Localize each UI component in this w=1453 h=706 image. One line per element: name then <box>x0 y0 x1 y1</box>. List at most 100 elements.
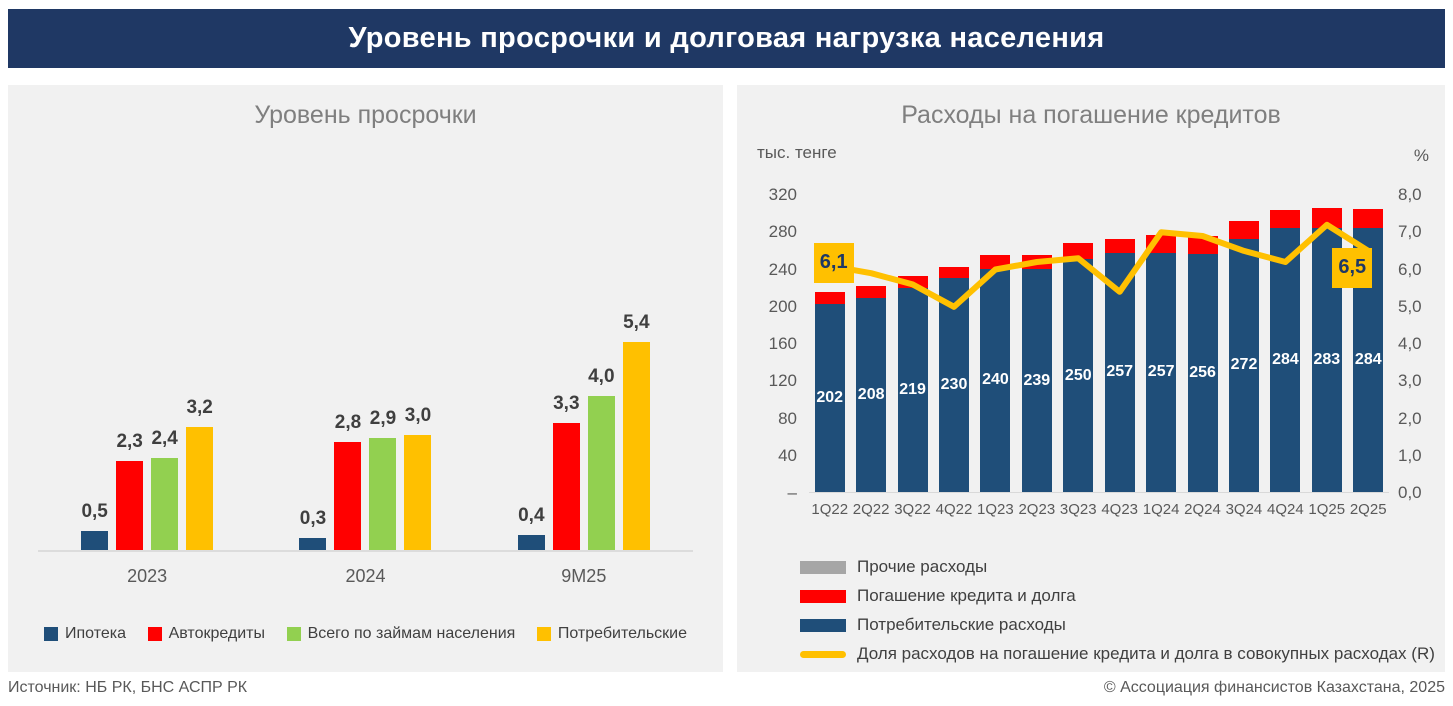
bar-value-label: 2,8 <box>334 412 362 434</box>
share-line <box>826 221 1372 310</box>
bar-Ипотека-2023: 0,5 <box>81 501 109 550</box>
stacked-bar-4Q23: 257 <box>1104 238 1135 492</box>
legend-item-Потребительские: Потребительские <box>536 625 687 643</box>
legend-swatch <box>147 627 162 641</box>
legend-label: Доля расходов на погашение кредита и дол… <box>857 644 1435 663</box>
legend-label: Всего по займам населения <box>307 625 516 642</box>
x-tick-label: 9М25 <box>561 566 607 586</box>
legend-swatch <box>800 618 846 632</box>
left-axis-tick: 200 <box>768 296 797 316</box>
bar-Потребительские-2024: 3,0 <box>404 405 432 550</box>
segment-consumer <box>897 288 928 492</box>
x-tick-label: 1Q23 <box>977 501 1014 518</box>
x-tick-label: 2Q23 <box>1018 501 1056 518</box>
bar-Автокредиты-2024: 2,8 <box>334 412 362 550</box>
left-axis-tick: 160 <box>768 334 797 353</box>
right-axis-tick: 8,0 <box>1398 185 1422 204</box>
stacked-bar-3Q22: 219 <box>897 275 928 492</box>
stacked-bar-2Q24: 256 <box>1187 235 1218 492</box>
legend-item: Потребительские расходы <box>800 615 1435 635</box>
page-title: Уровень просрочки и долговая нагрузка на… <box>348 22 1105 54</box>
bar-value-label: 5,4 <box>623 312 650 334</box>
source-note: Источник: НБ РК, БНС АСПР РК <box>8 679 248 696</box>
delinquency-chart-plot: 0,5 2,3 2,4 3,2 0,3 2,8 2,9 3,0 0,4 3,3 4,0 5,4 <box>38 312 693 552</box>
legend-label: Прочие расходы <box>857 557 988 576</box>
legend-item-Автокредиты: Автокредиты <box>147 625 266 643</box>
bar-Всего по займам населения-9М25: 4,0 <box>587 366 615 550</box>
bar-Всего по займам населения-2023: 2,4 <box>151 428 179 550</box>
bar-Ипотека-2024: 0,3 <box>299 508 327 550</box>
bar-value-label: 0,4 <box>518 504 545 526</box>
x-tick-label: 4Q23 <box>1101 501 1139 518</box>
stacked-bar-2Q22: 208 <box>856 286 887 492</box>
page-header: Уровень просрочки и долговая нагрузка на… <box>8 9 1445 68</box>
bar-value-label: 2,3 <box>116 431 143 453</box>
bar-value-label: 257 <box>1106 363 1134 381</box>
x-tick-label: 2Q24 <box>1184 501 1221 518</box>
bar-Потребительские-9М25: 5,4 <box>622 312 650 550</box>
repayment-panel: Расходы на погашение кредитов тыс. тенге… <box>737 85 1445 672</box>
right-axis-tick: 7,0 <box>1398 222 1422 242</box>
legend-swatch <box>286 627 301 641</box>
bar-value-label: 230 <box>940 375 968 393</box>
legend-item: Погашение кредита и долга <box>800 586 1435 606</box>
right-axis-tick: 4,0 <box>1398 334 1422 353</box>
right-axis-unit-label: % <box>1413 146 1429 165</box>
right-axis-tick: 6,0 <box>1398 259 1422 279</box>
legend-label: Ипотека <box>65 625 127 642</box>
bar-value-label: 284 <box>1272 350 1299 368</box>
legend-label: Автокредиты <box>168 625 266 642</box>
delinquency-panel: Уровень просрочки 0,5 2,3 2,4 3,2 0,3 2,8 2,9 3… <box>8 85 723 672</box>
segment-repayment <box>1353 208 1384 228</box>
left-axis-tick: 120 <box>768 371 797 391</box>
bar-value-label: 240 <box>982 371 1009 389</box>
stacked-bar-1Q23: 240 <box>980 254 1011 492</box>
bar-value-label: 208 <box>857 386 885 404</box>
bar-Всего по займам населения-2024: 2,9 <box>369 408 397 550</box>
delinquency-legend: Ипотека Автокредиты Всего по займам населе… <box>44 625 687 643</box>
bar-Автокредиты-2023: 2,3 <box>116 431 144 550</box>
segment-repayment <box>1270 209 1301 228</box>
delinquency-x-axis: 2023 2024 9М25 <box>38 566 693 587</box>
bar-value-label: 284 <box>1354 350 1382 368</box>
right-axis-tick: 2,0 <box>1398 408 1422 428</box>
right-axis-tick: 5,0 <box>1398 296 1422 316</box>
segment-consumer <box>1187 253 1218 492</box>
legend-swatch <box>800 589 846 603</box>
x-tick-label: 2Q22 <box>852 501 890 518</box>
x-tick-label: 1Q24 <box>1142 501 1180 518</box>
left-axis-tick: 80 <box>778 408 797 428</box>
bar-value-label: 272 <box>1230 356 1258 374</box>
legend-label: Потребительские <box>557 625 687 642</box>
copyright-note: © Ассоциация финансистов Казахстана, 202… <box>1103 679 1445 696</box>
legend-item: Доля расходов на погашение кредита и дол… <box>800 644 1435 664</box>
legend-item: Прочие расходы <box>800 557 1435 577</box>
line-point-label-last: 6,5 <box>1332 247 1373 288</box>
legend-swatch <box>800 650 846 658</box>
x-tick-label: 2Q25 <box>1349 501 1387 518</box>
repayment-left-axis: 320 280 240 200 160 120 80 40 – <box>745 185 797 502</box>
bar-value-label: 256 <box>1189 363 1216 381</box>
right-axis-tick: 1,0 <box>1398 445 1422 465</box>
bar-value-label: 283 <box>1313 351 1341 369</box>
line-point-label-first: 6,1 <box>813 242 854 283</box>
segment-repayment <box>1229 221 1259 239</box>
x-tick-label: 3Q23 <box>1059 501 1097 518</box>
segment-consumer <box>1146 252 1177 492</box>
bar-value-label: 202 <box>816 388 844 406</box>
bar-value-label: 2,4 <box>151 427 178 449</box>
x-tick-label: 4Q24 <box>1267 501 1304 518</box>
segment-consumer <box>1229 238 1259 492</box>
footer: Источник: НБ РК, БНС АСПР РК © Ассоциаци… <box>8 679 1445 697</box>
segment-consumer <box>1270 227 1301 492</box>
segment-consumer <box>1021 269 1052 492</box>
bar-value-label: 219 <box>899 381 926 399</box>
x-tick-label: 2023 <box>127 566 168 586</box>
x-tick-label: 4Q22 <box>935 501 973 518</box>
repayment-chart-title: Расходы на погашение кредитов <box>901 101 1281 129</box>
repayment-chart-plot: 202 208 219 230 240 239 250 257 257 256 272 284 283 2… <box>809 195 1389 493</box>
segment-repayment <box>814 291 845 304</box>
repayment-x-axis: 1Q22 2Q22 3Q22 4Q22 1Q23 2Q23 3Q23 4Q23 1Q24 2Q24… <box>809 501 1389 518</box>
x-tick-label: 3Q24 <box>1225 501 1263 518</box>
